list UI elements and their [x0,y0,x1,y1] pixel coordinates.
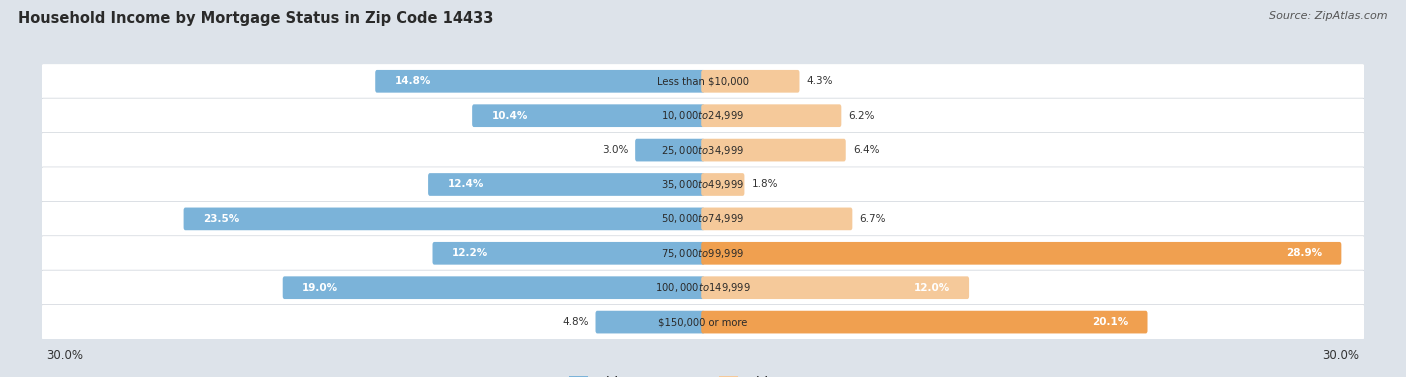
FancyBboxPatch shape [184,208,704,230]
Text: 19.0%: 19.0% [302,283,339,293]
Text: 6.7%: 6.7% [859,214,886,224]
FancyBboxPatch shape [433,242,704,265]
Text: $75,000 to $99,999: $75,000 to $99,999 [661,247,745,260]
FancyBboxPatch shape [42,168,1367,204]
FancyBboxPatch shape [636,139,704,161]
Text: 12.0%: 12.0% [914,283,949,293]
Text: Source: ZipAtlas.com: Source: ZipAtlas.com [1270,11,1388,21]
FancyBboxPatch shape [41,98,1365,133]
Text: $100,000 to $149,999: $100,000 to $149,999 [655,281,751,294]
FancyBboxPatch shape [41,236,1365,271]
Text: Less than $10,000: Less than $10,000 [657,76,749,86]
FancyBboxPatch shape [702,104,841,127]
FancyBboxPatch shape [283,276,704,299]
FancyBboxPatch shape [596,311,704,333]
FancyBboxPatch shape [42,65,1367,100]
Text: 14.8%: 14.8% [395,76,432,86]
FancyBboxPatch shape [41,133,1365,168]
Text: 28.9%: 28.9% [1286,248,1322,258]
FancyBboxPatch shape [375,70,704,93]
Text: 20.1%: 20.1% [1092,317,1128,327]
FancyBboxPatch shape [702,311,1147,333]
Text: 30.0%: 30.0% [46,349,83,362]
FancyBboxPatch shape [41,201,1365,236]
FancyBboxPatch shape [42,203,1367,238]
FancyBboxPatch shape [41,64,1365,99]
FancyBboxPatch shape [42,237,1367,272]
Text: 4.3%: 4.3% [807,76,832,86]
FancyBboxPatch shape [41,305,1365,340]
FancyBboxPatch shape [42,271,1367,307]
FancyBboxPatch shape [427,173,704,196]
Text: 10.4%: 10.4% [492,111,527,121]
Text: 12.2%: 12.2% [451,248,488,258]
Text: 23.5%: 23.5% [202,214,239,224]
Text: 6.4%: 6.4% [853,145,879,155]
FancyBboxPatch shape [702,242,1341,265]
Text: $50,000 to $74,999: $50,000 to $74,999 [661,212,745,225]
Text: Household Income by Mortgage Status in Zip Code 14433: Household Income by Mortgage Status in Z… [18,11,494,26]
FancyBboxPatch shape [472,104,704,127]
Legend: Without Mortgage, With Mortgage: Without Mortgage, With Mortgage [564,371,842,377]
FancyBboxPatch shape [702,173,744,196]
FancyBboxPatch shape [41,270,1365,305]
FancyBboxPatch shape [702,208,852,230]
Text: $150,000 or more: $150,000 or more [658,317,748,327]
FancyBboxPatch shape [42,306,1367,341]
Text: 4.8%: 4.8% [562,317,589,327]
Text: 6.2%: 6.2% [848,111,875,121]
FancyBboxPatch shape [42,100,1367,135]
Text: 3.0%: 3.0% [602,145,628,155]
Text: 30.0%: 30.0% [1323,349,1360,362]
Text: 1.8%: 1.8% [751,179,778,190]
FancyBboxPatch shape [41,167,1365,202]
Text: $35,000 to $49,999: $35,000 to $49,999 [661,178,745,191]
FancyBboxPatch shape [702,139,846,161]
FancyBboxPatch shape [42,134,1367,169]
FancyBboxPatch shape [702,276,969,299]
FancyBboxPatch shape [702,70,800,93]
Text: $10,000 to $24,999: $10,000 to $24,999 [661,109,745,122]
Text: $25,000 to $34,999: $25,000 to $34,999 [661,144,745,156]
Text: 12.4%: 12.4% [447,179,484,190]
